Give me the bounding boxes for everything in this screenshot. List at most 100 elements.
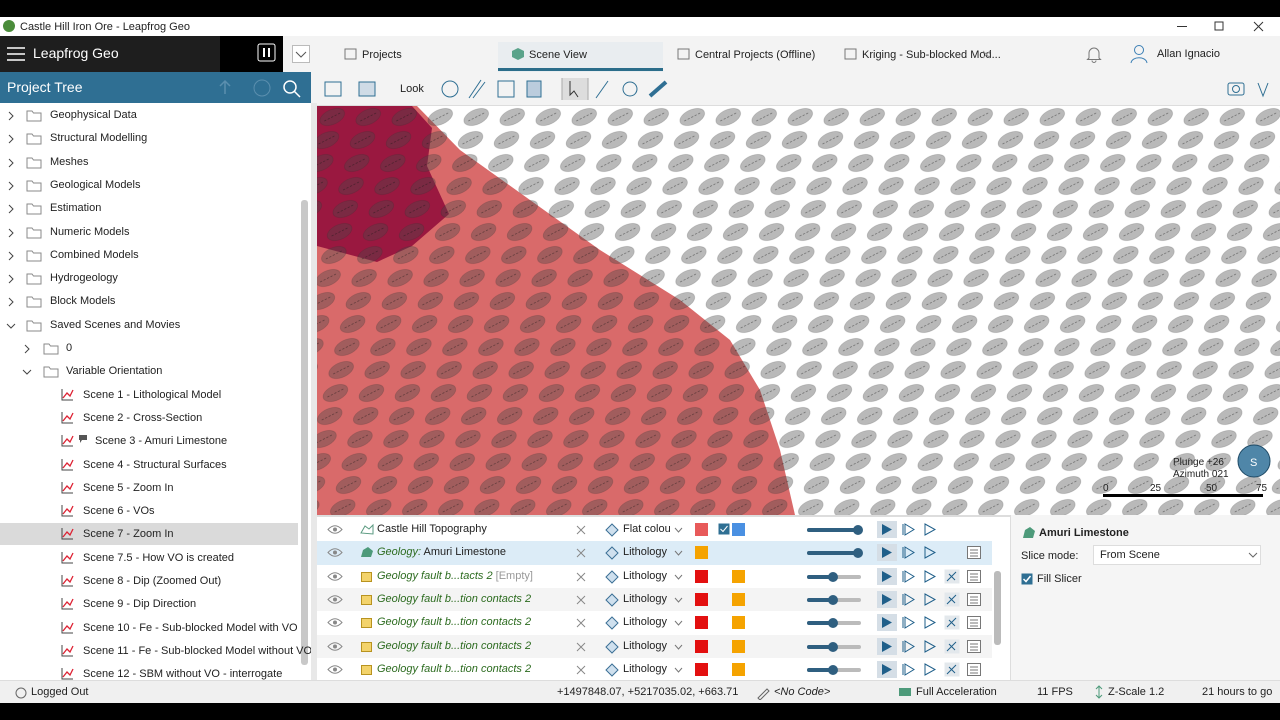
tree-item[interactable]: Variable Orientation — [66, 365, 163, 378]
maximize[interactable] — [1214, 21, 1224, 31]
fill-slicer-checkbox[interactable] — [1021, 573, 1033, 585]
transparency-slider[interactable] — [807, 547, 863, 559]
layer-style[interactable]: Flat colour — [623, 523, 671, 535]
properties-button[interactable] — [967, 592, 981, 606]
colour-swatch[interactable] — [732, 592, 745, 606]
transparency-slider[interactable] — [807, 594, 863, 606]
play-outline-button[interactable] — [924, 523, 936, 536]
layer-row[interactable] — [317, 657, 992, 682]
style-dropdown[interactable] — [674, 550, 683, 557]
layer-style[interactable]: Lithology — [623, 592, 668, 605]
tree-item[interactable]: Block Models — [50, 295, 116, 308]
slice-button[interactable] — [944, 592, 960, 607]
slice-button[interactable] — [944, 639, 960, 654]
tree-item[interactable]: Scene 12 - SBM without VO - interrogate — [83, 668, 283, 680]
tree-item[interactable]: Scene 11 - Fe - Sub-blocked Model withou… — [83, 644, 311, 657]
remove-layer[interactable] — [576, 548, 586, 558]
transparency-slider[interactable] — [807, 617, 863, 629]
colour-swatch[interactable] — [732, 569, 745, 583]
expander[interactable] — [6, 181, 16, 191]
play-outline-button[interactable] — [924, 593, 936, 606]
visibility-toggle[interactable] — [327, 571, 343, 582]
tree-item[interactable]: Numeric Models — [50, 225, 130, 238]
tree-scrollbar[interactable] — [301, 200, 308, 665]
play-slice-button[interactable] — [902, 592, 916, 606]
menu-button[interactable] — [6, 44, 26, 64]
play-button[interactable] — [881, 523, 893, 536]
layer-name[interactable]: Castle Hill Topography — [377, 522, 487, 536]
properties-button[interactable] — [967, 639, 981, 653]
play-outline-button[interactable] — [924, 639, 936, 653]
tool[interactable] — [526, 80, 542, 98]
tree-item[interactable]: Structural Modelling — [50, 132, 148, 145]
tree-item[interactable]: Scene 7 - Zoom In — [83, 528, 174, 541]
camera-tools[interactable] — [1226, 79, 1276, 99]
tabs-dropdown[interactable] — [292, 45, 310, 63]
tool[interactable] — [468, 79, 486, 99]
tree-item[interactable]: Scene 1 - Lithological Model — [83, 388, 222, 401]
layer-row[interactable] — [317, 541, 992, 565]
properties-button[interactable] — [967, 569, 981, 583]
visibility-toggle[interactable] — [327, 524, 343, 535]
expander[interactable] — [6, 158, 16, 168]
layer-style[interactable]: Lithology — [623, 546, 668, 559]
tree-item[interactable]: Scene 10 - Fe - Sub-blocked Model with V… — [83, 621, 298, 634]
tree-item[interactable]: Scene 8 - Dip (Zoomed Out) — [83, 575, 222, 587]
tree-item[interactable]: Scene 5 - Zoom In — [83, 481, 174, 494]
active-tab[interactable] — [498, 42, 663, 72]
tree-item[interactable]: Scene 7.5 - How VO is created — [83, 551, 235, 564]
colour-swatch[interactable] — [732, 662, 745, 676]
tool[interactable] — [622, 81, 638, 97]
transparency-slider[interactable] — [807, 641, 863, 653]
visibility-toggle[interactable] — [327, 641, 343, 652]
tree-item[interactable]: Scene 9 - Dip Direction — [83, 598, 197, 611]
colour-swatch[interactable] — [695, 569, 708, 583]
visibility-toggle[interactable] — [327, 617, 343, 628]
tool-select[interactable] — [561, 78, 589, 100]
layer-row[interactable] — [317, 611, 992, 635]
play-outline-button[interactable] — [924, 569, 936, 583]
layer-name[interactable]: Geology fault b...tion contacts 2 — [377, 615, 531, 629]
tool[interactable] — [648, 80, 668, 98]
layer-style[interactable]: Lithology — [623, 569, 668, 582]
play-slice-button[interactable] — [902, 616, 916, 630]
tree-item[interactable]: 0 — [66, 342, 73, 354]
expander[interactable] — [6, 251, 16, 261]
play-button[interactable] — [881, 663, 893, 676]
properties-button[interactable] — [967, 616, 981, 630]
tree-item[interactable]: Scene 3 - Amuri Limestone — [95, 435, 228, 448]
tree-item[interactable]: Meshes — [50, 155, 89, 168]
tab[interactable]: Projects — [362, 49, 402, 61]
play-outline-button[interactable] — [924, 662, 936, 676]
fill-slicer-label[interactable]: Fill Slicer — [1037, 573, 1082, 585]
style-dropdown[interactable] — [674, 574, 683, 580]
orientation-globe[interactable] — [1237, 444, 1271, 478]
tab[interactable]: Central Projects (Offline) — [695, 49, 816, 61]
checkbox[interactable] — [718, 523, 730, 535]
layer-name[interactable]: Geology fault b...tion contacts 2 — [377, 662, 531, 676]
style-dropdown[interactable] — [674, 620, 683, 626]
expander[interactable] — [6, 134, 16, 144]
remove-layer[interactable] — [576, 642, 586, 652]
code[interactable]: <No Code> — [774, 686, 831, 698]
visibility-toggle[interactable] — [327, 547, 343, 558]
expander[interactable] — [6, 111, 16, 121]
visibility-toggle[interactable] — [327, 664, 343, 675]
tree-item[interactable]: Combined Models — [50, 248, 139, 261]
layer-name[interactable]: Geology fault b...tion contacts 2 — [377, 592, 531, 606]
expander[interactable] — [22, 344, 32, 354]
login-status[interactable]: Logged Out — [31, 686, 89, 698]
layer-style[interactable]: Lithology — [623, 639, 668, 652]
play-button[interactable] — [881, 593, 893, 606]
visibility-toggle[interactable] — [327, 594, 343, 605]
tool[interactable] — [358, 81, 376, 97]
colour-swatch[interactable] — [732, 639, 745, 653]
colour-swatch[interactable] — [695, 662, 708, 676]
play-slice-button[interactable] — [902, 639, 916, 653]
layer-row[interactable] — [317, 564, 992, 588]
play-button[interactable] — [881, 616, 893, 629]
play-slice-button[interactable] — [902, 569, 916, 583]
layer-name[interactable]: Geology fault b...tacts 2 [Empty] — [377, 569, 533, 583]
tab-close[interactable] — [982, 50, 991, 59]
play-slice-button[interactable] — [902, 523, 916, 536]
